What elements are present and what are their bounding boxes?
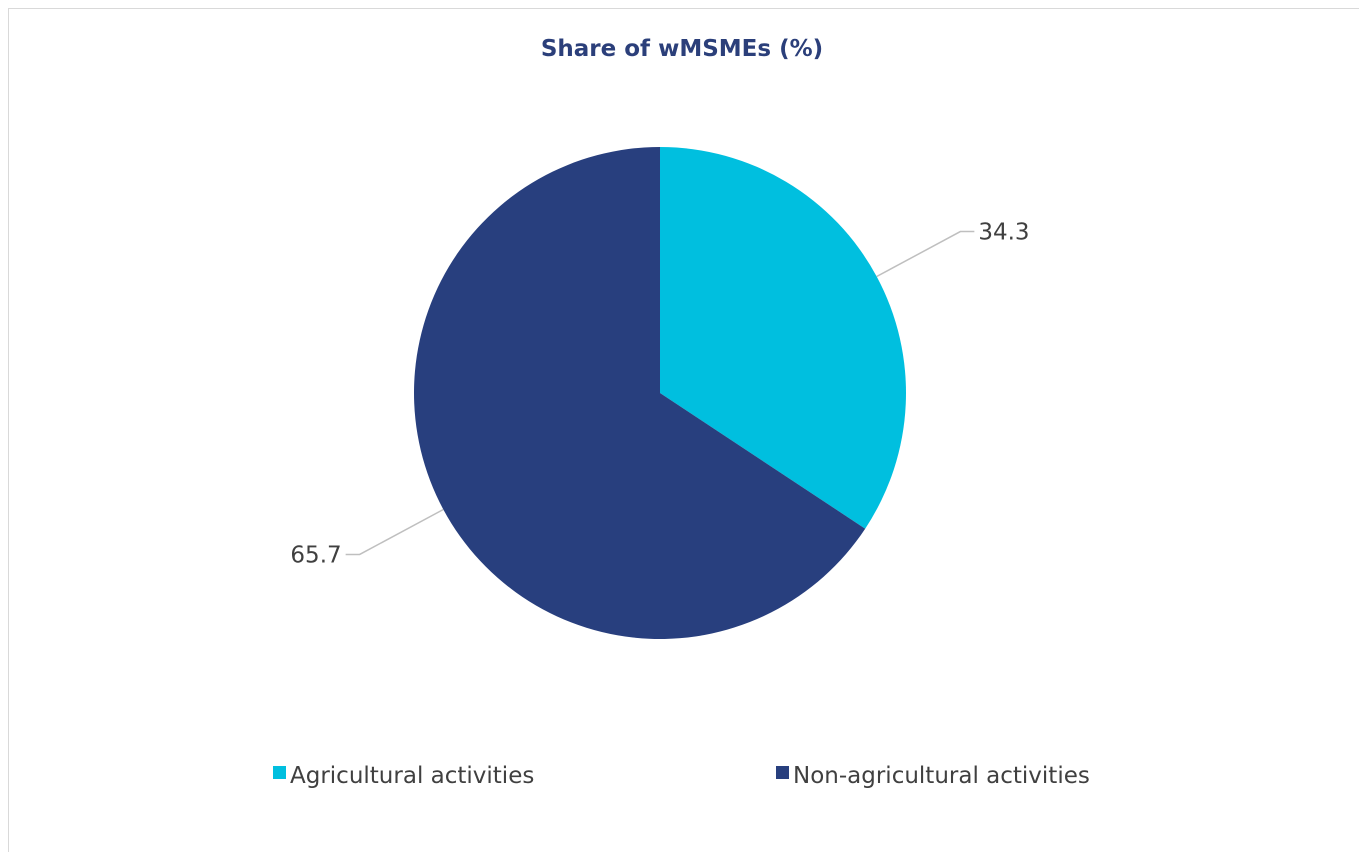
data-label-agricultural-activities: 34.3 — [978, 220, 1029, 246]
legend-label-agricultural-activities: Agricultural activities — [290, 763, 534, 789]
leader-line-non-agricultural-activities — [345, 508, 444, 556]
chart-title: Share of wMSMEs (%) — [541, 36, 823, 62]
data-label-non-agricultural-activities: 65.7 — [290, 542, 341, 568]
data-labels: 34.3 65.7 — [290, 220, 1029, 569]
pie-slice-agricultural-activities — [660, 147, 907, 529]
legend-swatch-agricultural-activities — [273, 766, 286, 779]
legend: Agricultural activities Non-agricultural … — [273, 763, 1090, 789]
leader-lines — [345, 230, 975, 556]
pie-slice-non-agricultural-activities — [414, 147, 866, 639]
legend-item-agricultural-activities: Agricultural activities — [273, 763, 534, 789]
legend-swatch-non-agricultural-activities — [776, 766, 789, 779]
legend-label-non-agricultural-activities: Non-agricultural activities — [793, 763, 1090, 789]
leader-line-agricultural-activities — [876, 230, 975, 278]
legend-item-non-agricultural-activities: Non-agricultural activities — [776, 763, 1090, 789]
pie-slices — [414, 147, 907, 639]
